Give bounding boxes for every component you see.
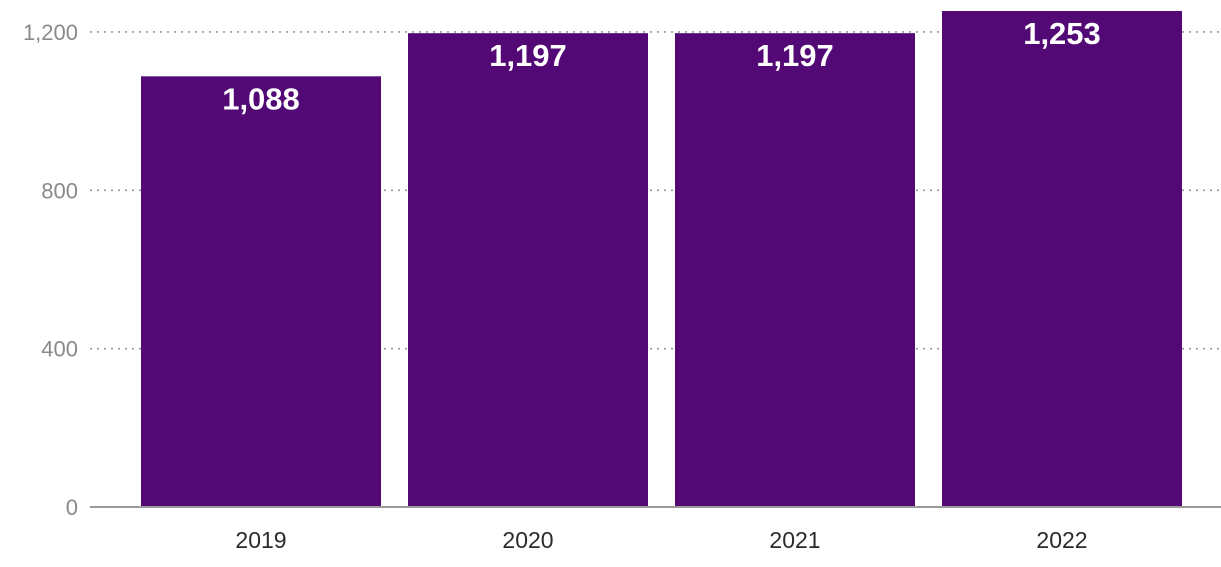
bar-2022 xyxy=(942,11,1182,507)
x-tick-label: 2022 xyxy=(1036,527,1087,553)
y-tick-label: 400 xyxy=(41,337,78,362)
bar-2019 xyxy=(141,76,381,507)
bar-value-label: 1,253 xyxy=(1023,16,1101,51)
y-tick-label: 0 xyxy=(66,495,78,520)
bar-2021 xyxy=(675,33,915,507)
bar-2020 xyxy=(408,33,648,507)
bar-value-label: 1,197 xyxy=(489,38,567,73)
x-tick-label: 2021 xyxy=(769,527,820,553)
y-tick-label: 800 xyxy=(41,178,78,203)
x-tick-label: 2020 xyxy=(502,527,553,553)
bar-value-label: 1,197 xyxy=(756,38,834,73)
axes: 0 400 800 1,200 2019 2020 2021 2022 xyxy=(23,20,1221,553)
bar-value-label: 1,088 xyxy=(222,81,300,116)
x-tick-label: 2019 xyxy=(235,527,286,553)
y-tick-label: 1,200 xyxy=(23,20,78,45)
bars: 1,088 1,197 1,197 1,253 xyxy=(141,11,1182,507)
